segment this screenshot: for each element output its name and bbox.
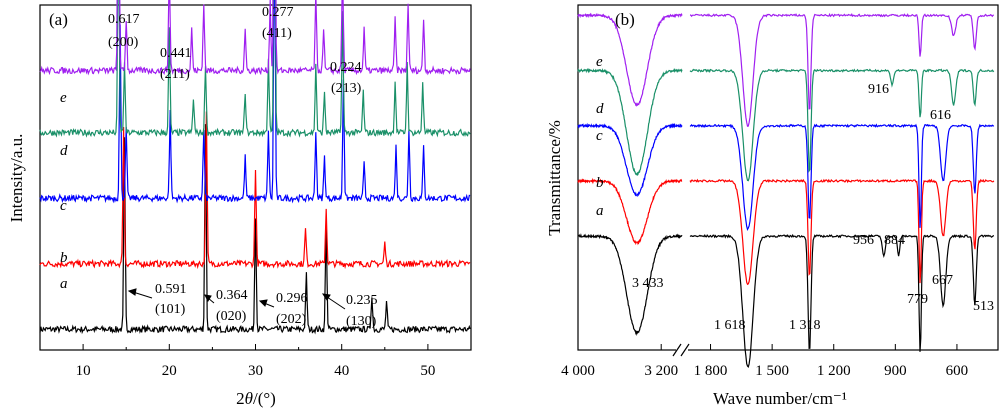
xrd-x-tick-label: 50 bbox=[420, 363, 435, 379]
xrd-series-e bbox=[39, 0, 471, 76]
ftir-plot-frame bbox=[577, 4, 999, 351]
ftir-curves bbox=[577, 12, 995, 368]
xrd-ann-hkl-213: (213) bbox=[331, 81, 362, 96]
xrd-x-ticks: 10 20 30 40 50 bbox=[39, 344, 472, 379]
xrd-x-axis-title-unit: /(°) bbox=[253, 389, 276, 408]
ftir-y-axis-title: Transmittance/% bbox=[545, 120, 564, 236]
xrd-ann-hkl-202: (202) bbox=[276, 312, 307, 327]
ftir-band-667: 667 bbox=[932, 273, 953, 288]
ftir-band-916: 916 bbox=[868, 82, 889, 97]
xrd-series-b bbox=[39, 111, 471, 270]
xrd-curve-label-a: a bbox=[60, 276, 68, 292]
ftir-series-d-high bbox=[577, 67, 683, 176]
ftir-curve-label-e: e bbox=[596, 54, 603, 70]
xrd-x-axis-title: 2θ/(°) bbox=[236, 389, 276, 408]
xrd-ann-hkl-411: (411) bbox=[262, 26, 292, 41]
xrd-curve-label-b: b bbox=[60, 250, 68, 266]
ftir-x-axis-title: Wave number/cm⁻¹ bbox=[713, 389, 847, 408]
xrd-ann-hkl-101: (101) bbox=[155, 302, 186, 317]
xrd-ann-d-0296: 0.296 bbox=[276, 291, 308, 306]
ftir-band-779: 779 bbox=[907, 292, 928, 307]
xrd-x-tick-label: 40 bbox=[334, 363, 349, 379]
xrd-x-axis-title-2: 2 bbox=[236, 389, 245, 408]
xrd-ann-d-0224: 0.224 bbox=[330, 60, 362, 75]
ftir-band-884: 884 bbox=[884, 233, 905, 248]
xrd-series-c bbox=[39, 0, 471, 204]
xrd-x-axis-title-theta: θ bbox=[245, 389, 253, 408]
ftir-band-1318: 1 318 bbox=[789, 318, 821, 333]
ftir-band-1618: 1 618 bbox=[714, 318, 746, 333]
ftir-band-3433: 3 433 bbox=[632, 276, 664, 291]
xrd-curve-label-e: e bbox=[60, 90, 67, 106]
ftir-curve-label-d: d bbox=[596, 101, 604, 117]
ftir-x-tick-label: 1 200 bbox=[817, 363, 851, 379]
ftir-x-tick-label: 3 200 bbox=[644, 363, 678, 379]
xrd-ann-d-0364: 0.364 bbox=[216, 288, 248, 303]
ftir-series-c-low bbox=[689, 123, 995, 231]
xrd-curves bbox=[39, 0, 471, 335]
xrd-x-tick-label: 20 bbox=[162, 363, 177, 379]
ftir-x-tick-label: 1 800 bbox=[694, 363, 728, 379]
ftir-band-956: 956 bbox=[853, 233, 874, 248]
xrd-ann-hkl-200: (200) bbox=[108, 35, 139, 50]
ftir-series-a-high bbox=[577, 233, 683, 336]
ftir-band-513: 513 bbox=[973, 299, 994, 314]
ftir-series-e-high bbox=[577, 12, 683, 107]
xrd-ann-hkl-211: (211) bbox=[160, 67, 190, 82]
ftir-series-a-low bbox=[689, 233, 995, 368]
ftir-panel: 4 000 3 200 1 800 1 500 1 200 900 600 (b) e d … bbox=[545, 4, 999, 408]
xrd-panel: 10 20 30 40 50 (a) e d c b a 0.617 (200) 0.4… bbox=[7, 0, 472, 408]
xrd-ann-d-0591: 0.591 bbox=[155, 282, 187, 297]
xrd-ann-hkl-020: (020) bbox=[216, 309, 247, 324]
ftir-series-c-high bbox=[577, 122, 683, 198]
ftir-curve-label-b: b bbox=[596, 175, 604, 191]
xrd-x-tick-label: 10 bbox=[76, 363, 91, 379]
xrd-ann-hkl-130: (130) bbox=[346, 314, 377, 329]
ftir-series-b-high bbox=[577, 177, 683, 246]
xrd-ann-d-0235: 0.235 bbox=[346, 293, 378, 308]
xrd-series-a bbox=[39, 124, 471, 335]
ftir-panel-label: (b) bbox=[615, 10, 635, 29]
xrd-ann-d-0441: 0.441 bbox=[160, 46, 192, 61]
ftir-series-b-low bbox=[689, 178, 995, 286]
xrd-ann-d-0277: 0.277 bbox=[262, 5, 294, 20]
ftir-axis-break bbox=[672, 343, 690, 357]
xrd-annotation-arrows bbox=[127, 288, 346, 310]
xrd-y-axis-title: Intensity/a.u. bbox=[7, 134, 26, 223]
xrd-ann-d-0617: 0.617 bbox=[108, 12, 140, 27]
xrd-x-tick-label: 30 bbox=[248, 363, 263, 379]
ftir-series-e-low bbox=[689, 12, 994, 127]
ftir-series-d-low bbox=[689, 68, 995, 182]
ftir-x-tick-label: 900 bbox=[884, 363, 907, 379]
xrd-panel-label: (a) bbox=[49, 10, 68, 29]
ftir-band-616: 616 bbox=[930, 108, 951, 123]
xrd-series-d bbox=[39, 0, 471, 138]
xrd-curve-label-d: d bbox=[60, 143, 68, 159]
ftir-curve-label-a: a bbox=[596, 203, 604, 219]
ftir-x-tick-label: 1 500 bbox=[755, 363, 789, 379]
ftir-x-ticks: 4 000 3 200 1 800 1 500 1 200 900 600 bbox=[561, 344, 968, 379]
ftir-x-tick-label: 4 000 bbox=[561, 363, 595, 379]
ftir-x-tick-label: 600 bbox=[946, 363, 969, 379]
xrd-curve-label-c: c bbox=[60, 198, 67, 214]
ftir-curve-label-c: c bbox=[596, 128, 603, 144]
